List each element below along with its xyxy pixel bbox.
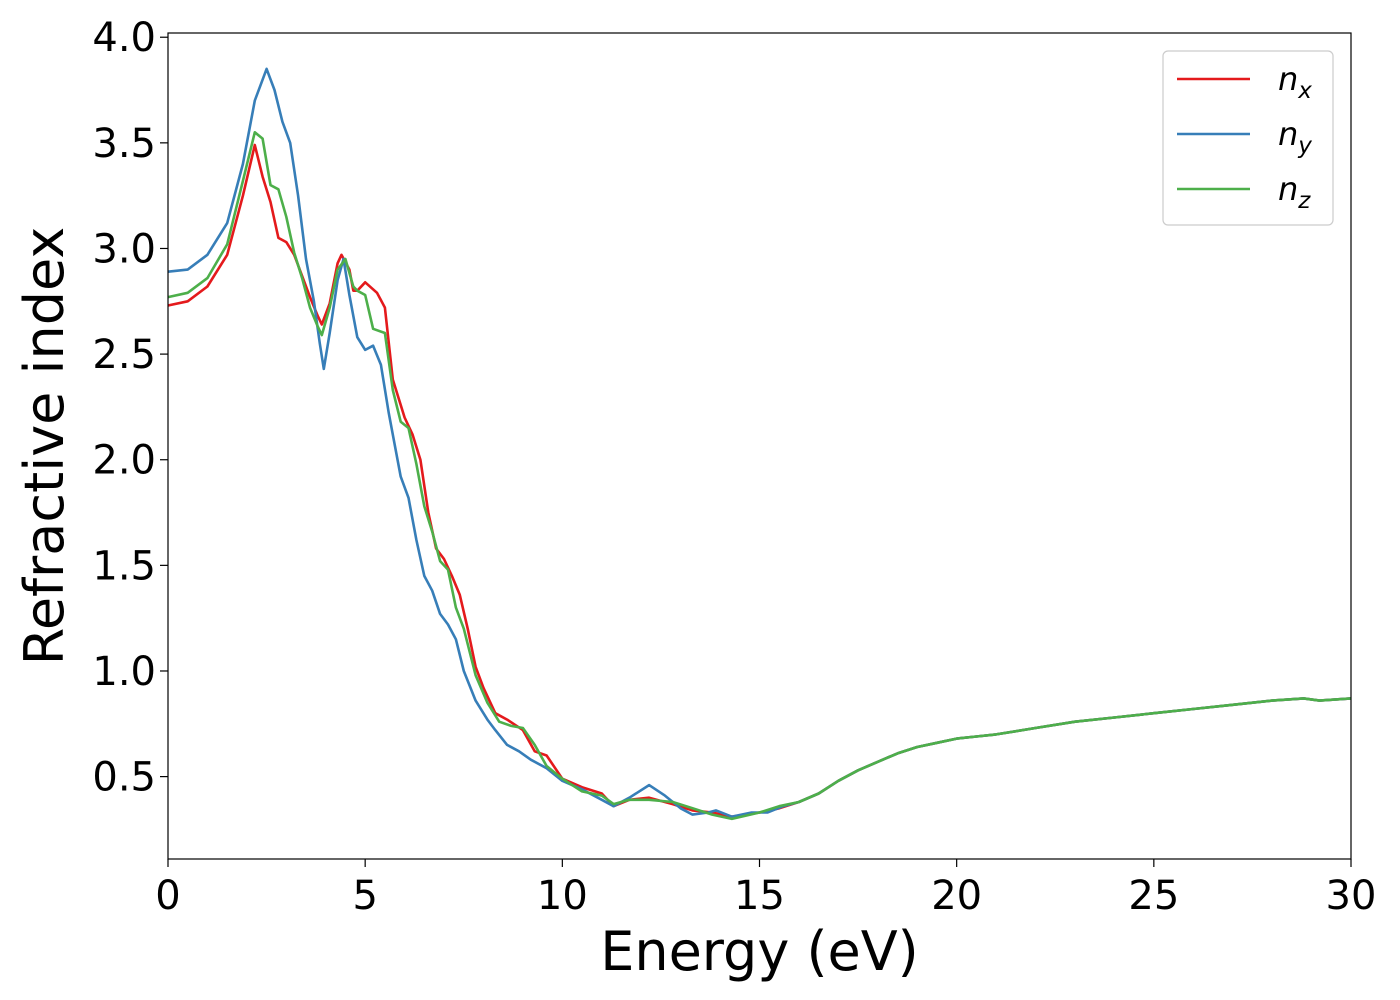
x-tick-label: 25 xyxy=(1128,873,1179,919)
x-tick-label: 20 xyxy=(931,873,982,919)
plot-background xyxy=(168,33,1351,859)
x-axis-label: Energy (eV) xyxy=(600,920,919,983)
y-tick-label: 0.5 xyxy=(92,755,156,801)
y-axis-label: Refractive index xyxy=(13,227,76,666)
y-tick-label: 2.5 xyxy=(92,332,156,378)
y-tick-label: 2.0 xyxy=(92,438,156,484)
y-tick-label: 4.0 xyxy=(92,15,156,61)
x-tick-label: 0 xyxy=(155,873,180,919)
legend-label-nx: nx xyxy=(1278,60,1312,104)
x-tick-label: 15 xyxy=(734,873,785,919)
legend-frame xyxy=(1162,50,1334,226)
legend-label-nz: nz xyxy=(1278,170,1311,214)
y-tick-label: 1.5 xyxy=(92,543,156,589)
series-layer xyxy=(167,67,1352,821)
x-axis: 0 5 10 15 20 25 30 xyxy=(155,859,1376,919)
x-tick-label: 10 xyxy=(537,873,588,919)
legend-label-ny: ny xyxy=(1278,115,1312,159)
y-tick-label: 3.5 xyxy=(92,121,156,167)
y-tick-label: 1.0 xyxy=(92,649,156,695)
series-line-nz xyxy=(167,131,1352,821)
y-tick-label: 3.0 xyxy=(92,226,156,272)
y-axis: 0.5 1.0 1.5 2.0 2.5 3.0 3.5 4.0 xyxy=(92,15,168,801)
legend: nx ny nz xyxy=(1162,50,1334,226)
x-tick-label: 30 xyxy=(1326,873,1377,919)
x-tick-label: 5 xyxy=(352,873,377,919)
